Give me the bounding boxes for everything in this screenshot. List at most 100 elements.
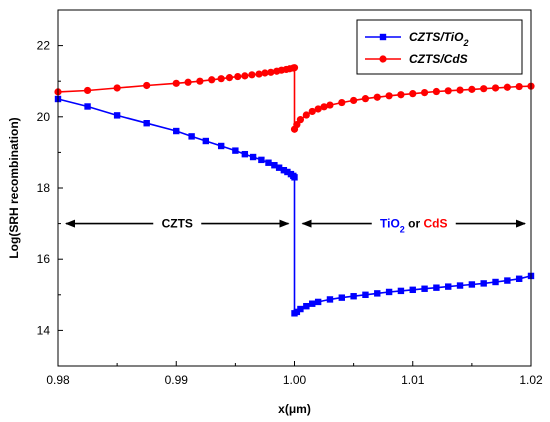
data-point: [267, 68, 275, 76]
data-point: [326, 101, 334, 109]
y-tick-label: 14: [37, 323, 51, 337]
data-point: [280, 167, 288, 174]
data-point: [217, 142, 225, 150]
data-point: [113, 84, 121, 92]
data-point: [225, 74, 234, 82]
data-point: [350, 293, 357, 300]
data-point: [433, 284, 440, 291]
data-point: [480, 280, 487, 287]
data-point: [492, 278, 499, 286]
data-point: [504, 277, 511, 284]
data-point: [308, 107, 316, 116]
x-tick-label: 0.99: [165, 373, 189, 387]
data-point: [515, 82, 523, 91]
region-annotation-2: TiO2 or CdS: [301, 217, 526, 235]
data-point: [374, 290, 381, 297]
data-point: [258, 156, 265, 164]
data-point: [515, 275, 523, 282]
x-tick-label: 1.02: [519, 373, 543, 387]
data-point: [480, 85, 488, 93]
data-point: [143, 120, 150, 127]
data-point: [232, 147, 239, 154]
data-point: [503, 83, 511, 91]
data-point: [196, 77, 204, 85]
data-point: [255, 70, 263, 78]
data-point: [143, 81, 151, 90]
data-point: [248, 71, 256, 79]
data-point: [468, 281, 476, 288]
y-tick-label: 18: [37, 181, 51, 195]
data-point: [172, 79, 180, 87]
data-point: [302, 111, 310, 119]
data-point: [432, 87, 440, 96]
data-point: [113, 112, 121, 119]
data-point: [208, 76, 216, 84]
data-point: [338, 98, 346, 107]
data-point: [202, 137, 210, 145]
data-point: [445, 283, 452, 290]
data-point: [275, 164, 283, 171]
data-point: [320, 103, 328, 111]
x-tick-label: 1.01: [401, 373, 425, 387]
data-point: [456, 282, 464, 289]
data-point: [350, 96, 358, 105]
y-tick-label: 20: [37, 110, 51, 124]
region-annotation-1: CZTS: [65, 217, 290, 231]
data-point: [373, 93, 381, 101]
data-point: [293, 121, 301, 129]
data-point: [409, 286, 416, 294]
data-point: [385, 288, 393, 296]
data-point: [456, 86, 464, 94]
legend: CZTS/TiO2 CZTS/CdS: [356, 19, 523, 75]
data-point: [293, 308, 301, 316]
data-point: [309, 300, 316, 307]
data-point: [397, 91, 405, 99]
data-point: [338, 294, 345, 301]
data-point: [397, 287, 405, 295]
data-point: [284, 168, 291, 176]
data-point: [249, 153, 257, 161]
data-point: [184, 78, 192, 86]
data-point: [188, 133, 195, 140]
data-point: [314, 298, 322, 306]
annotation-label: CZTS: [162, 217, 193, 231]
data-point: [261, 69, 269, 77]
data-point: [314, 105, 322, 113]
data-point: [84, 103, 91, 110]
legend-item-2: CZTS/CdS: [365, 52, 468, 66]
data-point: [217, 75, 225, 83]
data-point: [421, 285, 428, 292]
series-line-2: [57, 66, 532, 130]
data-point: [234, 72, 242, 81]
data-point: [491, 84, 500, 92]
data-point: [362, 291, 369, 298]
data-point: [83, 86, 92, 95]
x-tick-label: 0.98: [46, 373, 70, 387]
y-tick-label: 16: [37, 252, 51, 266]
data-point: [468, 85, 476, 93]
data-point: [290, 64, 299, 72]
data-point: [297, 305, 304, 313]
data-point: [303, 302, 310, 310]
data-point: [265, 159, 272, 166]
legend-item-1: CZTS/TiO2: [365, 30, 468, 48]
data-point: [173, 127, 180, 135]
data-point: [420, 88, 429, 97]
x-axis-title: x(μm): [278, 402, 311, 416]
x-tick-label: 1.00: [283, 373, 307, 387]
data-point: [291, 174, 298, 181]
legend-label: CZTS/TiO2: [409, 30, 468, 48]
data-point: [241, 150, 249, 158]
data-point: [296, 116, 305, 124]
data-point: [385, 92, 393, 100]
y-axis-title: Log(SRH recombination): [7, 117, 21, 258]
data-point: [444, 87, 452, 95]
legend-box: [356, 19, 523, 75]
legend-marker: [379, 55, 387, 63]
legend-marker: [379, 33, 387, 41]
legend-label: CZTS/CdS: [409, 52, 468, 66]
data-point: [326, 296, 334, 303]
y-tick-label: 22: [37, 39, 51, 53]
data-point: [271, 162, 278, 169]
